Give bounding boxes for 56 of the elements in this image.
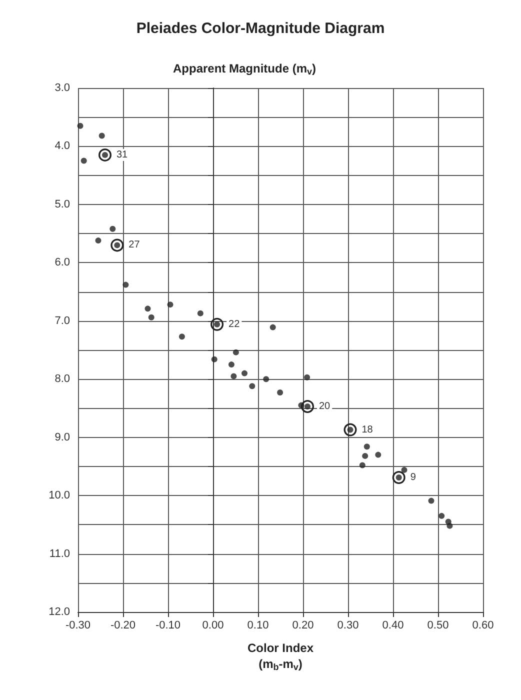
point xyxy=(304,374,310,380)
point xyxy=(263,376,270,382)
y-tick-label: 11.0 xyxy=(49,548,70,560)
annotation: 9 xyxy=(410,472,416,484)
x-tick-label: 0.00 xyxy=(202,620,224,632)
point xyxy=(232,349,239,356)
point xyxy=(197,310,204,316)
point xyxy=(178,334,185,340)
point xyxy=(77,122,84,129)
point xyxy=(362,452,368,459)
y-tick-label: 9.0 xyxy=(54,431,70,444)
point xyxy=(428,498,434,504)
point xyxy=(242,370,248,376)
x-tick-label: 0.30 xyxy=(337,620,359,632)
point xyxy=(375,452,382,458)
y-tick-label: 10.0 xyxy=(48,490,70,502)
point xyxy=(359,462,366,468)
point xyxy=(364,444,370,450)
point xyxy=(230,373,237,380)
y-tick-label: 3.0 xyxy=(54,82,70,94)
annotation: 18 xyxy=(362,424,374,436)
y-tick-label: 6.0 xyxy=(54,256,70,269)
y-tick-label: 7.0 xyxy=(54,314,70,327)
y-tick-label: 8.0 xyxy=(54,373,70,386)
point xyxy=(167,302,174,308)
annotation: 27 xyxy=(128,240,140,251)
x-tick-label: 0.20 xyxy=(292,620,314,632)
x-tick-label: -0.20 xyxy=(110,620,136,632)
point xyxy=(401,466,408,473)
x-tick-label: -0.30 xyxy=(65,620,91,632)
point xyxy=(80,158,87,164)
point xyxy=(270,324,276,330)
point xyxy=(438,512,445,519)
point xyxy=(249,383,256,390)
x-tick-label: -0.10 xyxy=(155,620,181,632)
point xyxy=(446,522,453,529)
point xyxy=(110,226,116,232)
point xyxy=(122,282,129,288)
point xyxy=(95,238,102,244)
y-tick-label: 4.0 xyxy=(54,140,70,152)
x-tick-label: 0.50 xyxy=(427,620,449,632)
point xyxy=(98,132,105,139)
point xyxy=(277,390,284,396)
x-tick-label: 0.40 xyxy=(382,620,404,632)
y-tick-label: 12.0 xyxy=(48,606,70,618)
x-tick-label: 0.10 xyxy=(247,620,269,632)
point xyxy=(148,314,154,320)
annotation: 20 xyxy=(319,400,331,412)
x-tick-label: 0.60 xyxy=(472,620,494,632)
annotation: 22 xyxy=(228,318,240,330)
point xyxy=(228,362,234,368)
point xyxy=(144,306,151,312)
point xyxy=(211,356,218,362)
y-tick-label: 5.0 xyxy=(54,198,70,210)
annotation: 31 xyxy=(116,149,128,160)
chart-title: Pleiades Color-Magnitude Diagram xyxy=(136,20,385,37)
